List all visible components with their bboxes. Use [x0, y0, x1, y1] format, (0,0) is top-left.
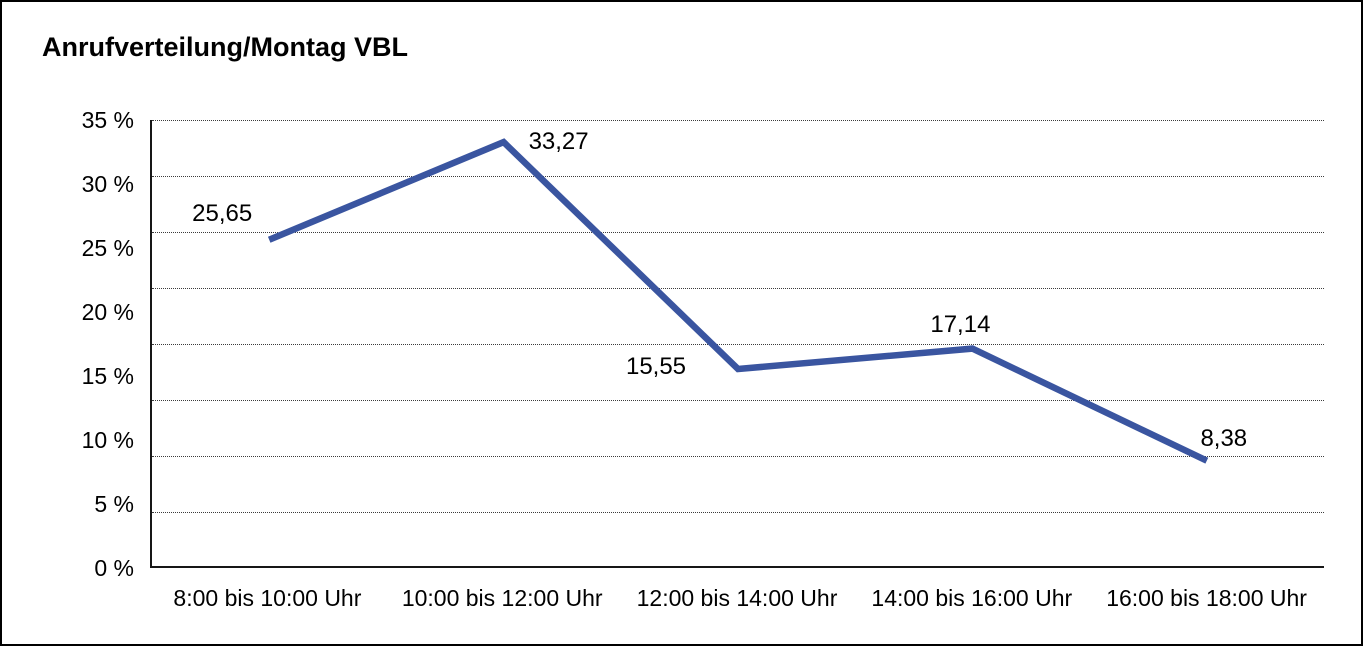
- y-tick-label: 25 %: [81, 235, 134, 261]
- x-axis-label: 16:00 bis 18:00 Uhr: [1106, 585, 1307, 611]
- gridline: [152, 232, 1324, 233]
- x-axis-label: 8:00 bis 10:00 Uhr: [173, 585, 362, 611]
- y-tick-label: 35 %: [81, 107, 134, 133]
- data-point-label: 15,55: [625, 352, 687, 380]
- y-tick-label: 15 %: [81, 363, 134, 389]
- y-tick-label: 10 %: [81, 427, 134, 453]
- gridline: [152, 120, 1324, 121]
- gridline: [152, 344, 1324, 345]
- gridline: [152, 456, 1324, 457]
- data-point-label: 8,38: [1200, 424, 1248, 452]
- plot-area: 25,65 33,27 15,55 17,14 8,38: [150, 120, 1324, 568]
- gridline: [152, 512, 1324, 513]
- chart-title: Anrufverteilung/Montag VBL: [42, 32, 408, 62]
- data-point-label: 33,27: [528, 128, 589, 156]
- data-line-svg: [267, 138, 1209, 464]
- y-tick-label: 20 %: [81, 299, 134, 325]
- gridline: [152, 176, 1324, 177]
- data-line: [267, 138, 1209, 464]
- data-point-label: 25,65: [192, 199, 253, 227]
- y-tick-label: 0 %: [94, 555, 134, 581]
- x-axis-label: 12:00 bis 14:00 Uhr: [636, 585, 838, 611]
- x-axis-label: 10:00 bis 12:00 Uhr: [401, 585, 603, 611]
- gridline: [152, 288, 1324, 289]
- x-axis-label: 14:00 bis 16:00 Uhr: [871, 585, 1073, 611]
- y-tick-label: 30 %: [81, 171, 134, 197]
- y-axis-labels: 0 % 5 % 10 % 15 % 20 % 25 % 30 % 35 %: [2, 107, 134, 581]
- data-point-label: 17,14: [930, 310, 991, 338]
- gridline: [152, 400, 1324, 401]
- x-axis-labels: 8:00 bis 10:00 Uhr 10:00 bis 12:00 Uhr 12:…: [150, 584, 1324, 612]
- y-tick-label: 5 %: [94, 491, 134, 517]
